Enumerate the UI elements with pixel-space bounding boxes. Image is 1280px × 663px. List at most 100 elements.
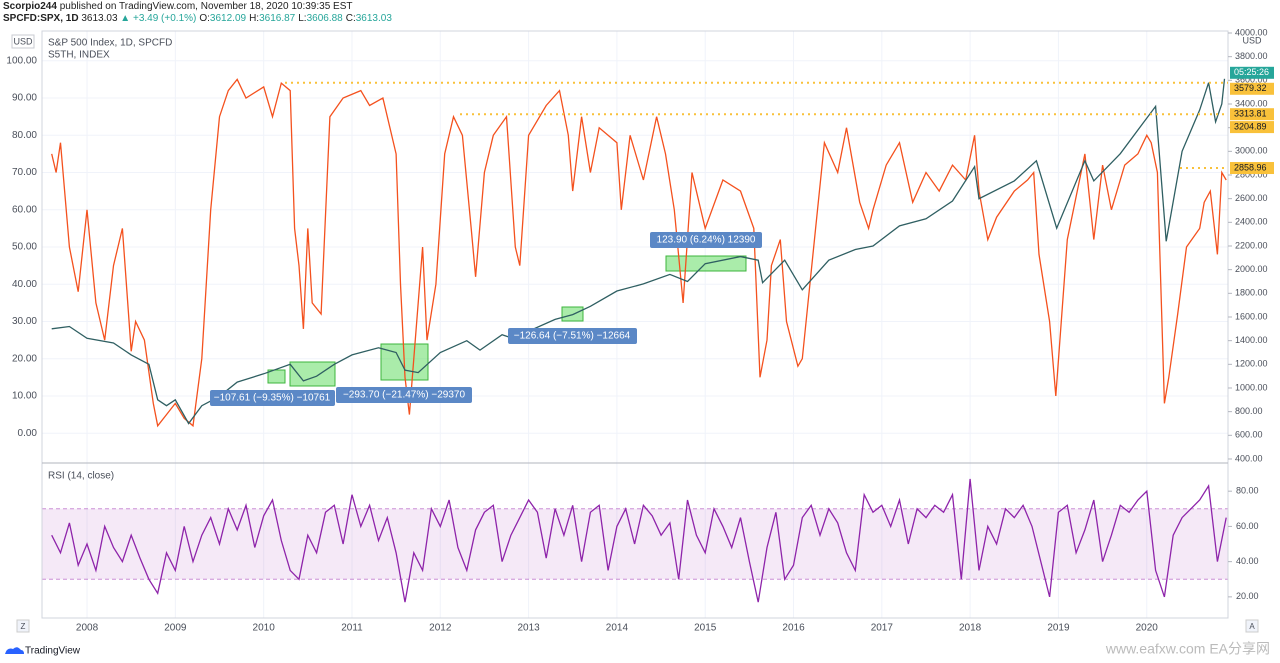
y-tick-label: 100.00 <box>6 55 37 66</box>
y-tick-label: 70.00 <box>12 167 37 178</box>
y2-tick-label: 1000.00 <box>1235 382 1268 392</box>
x-tick-label: 2010 <box>253 623 276 634</box>
y-tick-label: 90.00 <box>12 93 37 104</box>
last-price: 3613.03 <box>81 13 118 24</box>
y-tick-label: 0.00 <box>18 428 38 439</box>
author: Scorpio244 <box>3 1 57 12</box>
y2-tick-label: 2400.00 <box>1235 217 1268 227</box>
x-tick-label: 2013 <box>517 623 540 634</box>
measure-labels: −107.61 (−9.35%) −10761 −293.70 (−21.47%… <box>210 232 762 406</box>
unit-box <box>11 34 35 49</box>
measure-label-bg <box>210 390 335 406</box>
y2-tick-label: 3600.00 <box>1235 75 1268 85</box>
legend-s5th: S5TH, INDEX <box>48 50 110 61</box>
y2-tick-label: 1800.00 <box>1235 288 1268 298</box>
y-tick-label: 40.00 <box>12 279 37 290</box>
x-tick-label: 2019 <box>1047 623 1070 634</box>
ohlc-value: 3606.88 <box>306 13 343 24</box>
series-line <box>51 78 1226 425</box>
y-tick-label: 60.00 <box>12 204 37 215</box>
measure-box <box>267 369 286 384</box>
y2-tick-label: 600.00 <box>1235 430 1263 440</box>
series-line <box>51 478 1227 603</box>
ohlc-key: O: <box>199 13 210 24</box>
ohlc-key: C: <box>345 13 356 24</box>
measure-label: −293.70 (−21.47%) −29370 <box>343 390 465 401</box>
x-tick-label: 2011 <box>341 623 363 634</box>
y2-tick-label: 3800.00 <box>1235 51 1268 61</box>
y2-tick-label: 1600.00 <box>1235 311 1268 321</box>
change: ▲ +3.49 (+0.1%) <box>120 13 197 24</box>
ohlc-key: H: <box>249 13 260 24</box>
button[interactable] <box>16 619 30 633</box>
symbol: SPCFD:SPX, 1D <box>3 13 79 24</box>
ohlc-value: 3616.87 <box>259 13 296 24</box>
header-line: Scorpio244 published on TradingView.com,… <box>3 1 392 13</box>
y2-tick-label: 4000.00 <box>1235 27 1268 37</box>
price-label-bg <box>1230 108 1274 121</box>
measure-label-bg <box>650 232 762 248</box>
watermark: www.eafxw.com EA分享网 <box>1105 641 1270 657</box>
y2-tick-label: 400.00 <box>1235 453 1263 463</box>
y2-tick-label: 2600.00 <box>1235 193 1268 203</box>
y-tick-label: 80.00 <box>12 130 37 141</box>
published: published on TradingView.com, November 1… <box>59 1 353 12</box>
y2-tick-label: 1200.00 <box>1235 359 1268 369</box>
ohlc-value: 3612.09 <box>209 13 247 24</box>
y2-tick-label: 3400.00 <box>1235 98 1268 108</box>
y-tick-label: 50.00 <box>12 242 37 253</box>
ohlc-key: L: <box>298 13 307 24</box>
countdown: 05:25:26 <box>1234 67 1269 77</box>
measure-label: −107.61 (−9.35%) −10761 <box>214 393 331 404</box>
price-label-bg <box>1230 121 1274 134</box>
y2-tick-label: 1400.00 <box>1235 335 1268 345</box>
price-label: 3579.32 <box>1234 83 1267 93</box>
y-tick-label: 10.00 <box>12 391 37 402</box>
y2-tick-label: 3000.00 <box>1235 146 1268 156</box>
button-label[interactable]: A <box>1249 622 1255 631</box>
x-tick-label: 2016 <box>782 623 805 634</box>
y-tick-label: 30.00 <box>12 316 37 327</box>
x-tick-label: 2014 <box>606 623 629 634</box>
pane-frame <box>41 30 1229 619</box>
y-tick-label: 20.00 <box>12 353 37 364</box>
legend-rsi: RSI (14, close) <box>48 471 114 482</box>
brand-logo <box>5 647 24 654</box>
measure-box <box>289 361 336 387</box>
legend-spx: S&P 500 Index, 1D, SPCFD <box>48 38 172 49</box>
price-label: 3204.89 <box>1234 121 1267 131</box>
y2-unit: USD <box>1242 35 1262 45</box>
header-line: SPCFD:SPX, 1D 3613.03 ▲ +3.49 (+0.1%) O:3… <box>3 13 392 25</box>
y-unit: USD <box>13 36 33 46</box>
series-line <box>51 78 1227 428</box>
measure-label-bg <box>336 387 472 403</box>
rsi-tick-label: 40.00 <box>1236 556 1259 566</box>
x-tick-label: 2017 <box>871 623 894 634</box>
x-tick-label: 2008 <box>76 623 99 634</box>
rsi-tick-label: 20.00 <box>1236 591 1259 601</box>
button[interactable] <box>1245 619 1259 633</box>
countdown-bg <box>1230 66 1274 79</box>
x-tick-label: 2020 <box>1136 623 1159 634</box>
measure-label-bg <box>508 328 637 344</box>
price-label: 3313.81 <box>1234 109 1267 119</box>
y2-tick-label: 2200.00 <box>1235 240 1268 250</box>
price-label: 2858.96 <box>1234 162 1267 172</box>
button-label[interactable]: Z <box>21 622 26 631</box>
rsi-tick-label: 60.00 <box>1236 521 1259 531</box>
x-tick-label: 2009 <box>164 623 187 634</box>
y2-tick-label: 2000.00 <box>1235 264 1268 274</box>
x-tick-label: 2018 <box>959 623 982 634</box>
measure-label: 123.90 (6.24%) 12390 <box>657 235 756 246</box>
price-label-bg <box>1230 162 1274 175</box>
x-tick-label: 2012 <box>429 623 452 634</box>
x-tick-label: 2015 <box>694 623 717 634</box>
grid <box>42 31 1228 618</box>
rsi-tick-label: 80.00 <box>1236 486 1259 496</box>
header: Scorpio244 published on TradingView.com,… <box>3 1 392 25</box>
y2-tick-label: 800.00 <box>1235 406 1263 416</box>
price-label-bg <box>1230 82 1274 95</box>
ohlc-value: 3613.03 <box>355 13 392 24</box>
